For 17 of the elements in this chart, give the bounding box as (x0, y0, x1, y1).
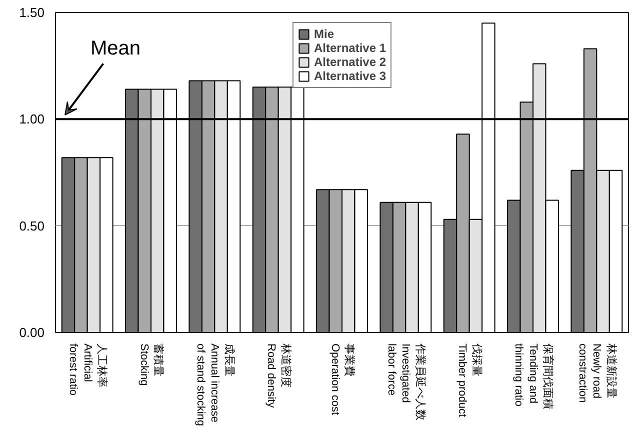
x-tick-label: 林道密度 Road density (265, 342, 293, 408)
y-tick-label: 0.50 (19, 218, 45, 234)
ref-line-label: Mean (90, 37, 141, 60)
x-tick-label: 事業費 Operation cost (328, 344, 356, 416)
x-tick-label: 蓄積量 Stocking (138, 344, 166, 386)
legend-label: Alternative 3 (314, 69, 386, 83)
legend-label: Alternative 1 (314, 41, 386, 55)
legend-label: Mie (314, 27, 334, 41)
y-tick-label: 1.50 (19, 5, 45, 20)
x-tick-label: 保育間伐面積 Tending and thinning ratio (512, 344, 554, 410)
legend-label: Alternative 2 (314, 55, 386, 69)
x-tick-label: 人工林率 Artificial forest ratio (66, 344, 109, 396)
y-tick-label: 1.00 (19, 112, 45, 127)
y-tick-label: 0.00 (19, 325, 45, 340)
x-tick-label: 作業員延べ人数 Investigated labor force (385, 342, 426, 420)
x-tick-label: 林道新設量 Newly road constraction (576, 342, 618, 403)
x-tick-label: 成長量 Annual increase of stand stocking (194, 344, 236, 426)
